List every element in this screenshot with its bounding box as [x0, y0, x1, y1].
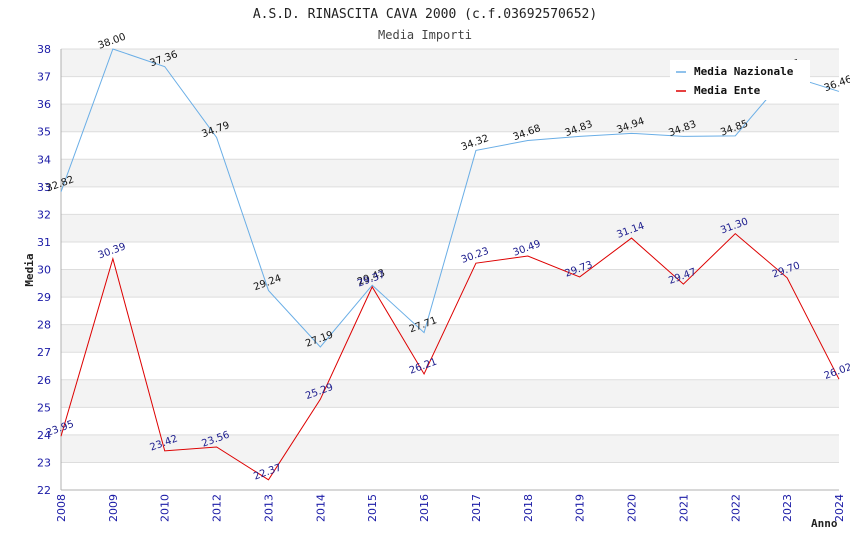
y-tick-label: 30: [37, 264, 51, 277]
x-tick-label: 2017: [470, 494, 483, 522]
legend-label-media-nazionale: Media Nazionale: [694, 65, 794, 78]
chart-subtitle: Media Importi: [378, 28, 472, 42]
legend: Media Nazionale Media Ente: [670, 60, 810, 100]
y-tick-label: 26: [37, 374, 51, 387]
y-tick-label: 33: [37, 181, 51, 194]
y-tick-label: 28: [37, 319, 51, 332]
x-tick-label: 2020: [626, 494, 639, 522]
grid-band: [61, 159, 839, 187]
x-tick-label: 2022: [729, 494, 742, 522]
data-label-media-nazionale: 34.32: [460, 133, 491, 153]
x-tick-label: 2013: [262, 494, 275, 522]
grid-band: [61, 269, 839, 298]
data-label-media-ente: 26.02: [823, 362, 850, 382]
y-tick-label: 23: [37, 456, 51, 469]
y-tick-label: 29: [37, 291, 51, 304]
y-tick-label: 27: [37, 346, 51, 359]
data-label-media-nazionale: 32.82: [45, 174, 76, 194]
x-tick-label: 2008: [55, 494, 68, 522]
x-tick-label: 2023: [781, 494, 794, 522]
x-axis-title: Anno: [811, 517, 838, 530]
y-tick-label: 22: [37, 484, 51, 497]
grid-band: [61, 214, 839, 242]
chart-title: A.S.D. RINASCITA CAVA 2000 (c.f.03692570…: [253, 7, 597, 22]
y-axis-title: Media: [23, 253, 36, 286]
series-line-media-nazionale: [60, 48, 840, 348]
data-label-media-ente: 26.21: [408, 357, 439, 377]
grid-bands: [61, 49, 839, 463]
y-tick-label: 31: [37, 236, 51, 249]
y-tick-label: 35: [37, 126, 51, 139]
grid-band: [61, 379, 839, 408]
x-tick-label: 2024: [833, 494, 846, 522]
x-tick-label: 2015: [366, 494, 379, 522]
series-lines: [60, 48, 840, 481]
y-tick-label: 25: [37, 401, 51, 414]
y-tick-label: 32: [37, 208, 51, 221]
y-tick-label: 34: [37, 153, 51, 166]
x-tick-label: 2019: [574, 494, 587, 522]
legend-label-media-ente: Media Ente: [694, 84, 761, 97]
y-tick-label: 36: [37, 98, 51, 111]
x-tick-labels: 2008 2009 2010 2012 2013 2014 2015 2016 2017 2018…: [55, 494, 846, 522]
legend-background: [670, 60, 810, 100]
x-tick-label: 2012: [211, 494, 224, 522]
grid-band: [61, 434, 839, 463]
x-tick-label: 2014: [314, 494, 327, 522]
y-tick-label: 37: [37, 71, 51, 84]
grid-band: [61, 104, 839, 132]
y-tick-labels: 22 23 24 25 26 27 28 29 30 31 32 33 34 35 36 37 38: [37, 43, 51, 497]
x-tick-label: 2016: [418, 494, 431, 522]
data-label-media-ente: 30.23: [460, 246, 491, 266]
grid-lines: [61, 48, 839, 491]
grid-band: [61, 324, 839, 353]
axes: [60, 49, 839, 491]
x-tick-label: 2010: [159, 494, 172, 522]
x-tick-label: 2009: [107, 494, 120, 522]
data-label-media-ente: 30.39: [97, 241, 128, 261]
y-tick-label: 38: [37, 43, 51, 56]
y-tick-label: 24: [37, 429, 51, 442]
series-line-media-ente: [60, 232, 840, 481]
x-tick-label: 2018: [522, 494, 535, 522]
x-tick-label: 2021: [677, 494, 690, 522]
